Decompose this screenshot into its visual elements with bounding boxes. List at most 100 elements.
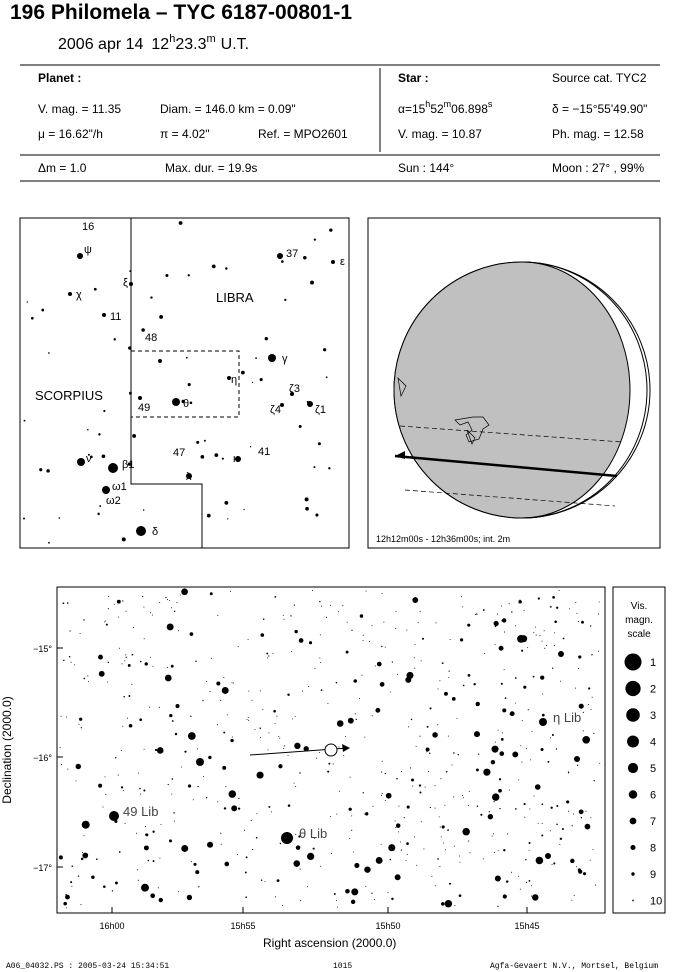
star — [398, 805, 400, 807]
star — [417, 622, 419, 624]
star — [200, 454, 205, 459]
star — [518, 600, 522, 604]
star — [420, 821, 422, 823]
star — [154, 748, 158, 752]
star — [462, 827, 470, 836]
star — [267, 657, 269, 659]
star — [313, 238, 316, 241]
star — [278, 735, 280, 737]
star — [453, 845, 455, 847]
star — [293, 604, 296, 606]
star — [539, 718, 547, 726]
star — [113, 338, 116, 341]
star — [349, 776, 351, 778]
star — [351, 888, 359, 896]
star — [152, 860, 155, 863]
star — [582, 730, 584, 732]
finder-label: 48 — [145, 332, 157, 344]
star — [556, 805, 559, 807]
star — [550, 806, 553, 809]
star — [475, 768, 479, 772]
star — [332, 763, 334, 765]
finder-labels: 16 ψ ξ χ 11 LIBRA 37 ε 48 γ η SCORPIUS 49 θ ζ3 ζ4 ζ1 47 κ 4… — [35, 221, 345, 538]
star — [350, 899, 356, 905]
star — [70, 881, 73, 884]
star — [128, 346, 132, 350]
star — [333, 893, 336, 895]
star — [90, 455, 93, 459]
star — [206, 680, 208, 683]
star — [345, 888, 350, 894]
star — [256, 771, 264, 779]
star — [345, 650, 349, 654]
star — [271, 811, 273, 813]
scale-frame — [612, 586, 666, 914]
star — [345, 735, 347, 737]
star — [298, 638, 304, 643]
chart-stars: η Lib 49 Lib θ Lib — [58, 588, 601, 909]
star — [131, 683, 133, 685]
star — [553, 645, 555, 647]
star — [590, 817, 592, 819]
star — [80, 857, 84, 861]
t: h — [169, 33, 175, 45]
star — [595, 884, 597, 886]
star — [306, 400, 309, 404]
star — [305, 506, 309, 511]
star — [556, 823, 558, 826]
star — [577, 620, 579, 622]
star — [190, 715, 192, 718]
star — [98, 654, 103, 660]
star — [118, 616, 120, 618]
star — [331, 260, 335, 264]
star — [409, 767, 411, 769]
t: Max. dur. = 19.9s — [165, 161, 257, 175]
scale-dot — [627, 762, 639, 774]
star — [164, 674, 172, 682]
star — [294, 715, 296, 717]
star — [96, 858, 98, 860]
star — [568, 810, 570, 812]
star — [227, 376, 231, 380]
star — [593, 732, 595, 734]
star — [449, 638, 451, 640]
star — [23, 419, 26, 422]
finder-label: χ — [76, 289, 82, 301]
star — [264, 337, 268, 341]
star — [173, 610, 176, 613]
t: Moon : 27° , 99% — [552, 161, 645, 175]
star — [152, 665, 154, 667]
star — [118, 851, 121, 853]
star — [58, 517, 61, 519]
star — [115, 881, 118, 885]
star — [144, 662, 148, 666]
star — [231, 736, 233, 738]
star — [246, 718, 248, 720]
star — [447, 829, 449, 831]
star — [237, 807, 241, 810]
star — [518, 779, 520, 781]
star — [320, 662, 322, 664]
star — [375, 857, 383, 864]
star — [527, 709, 529, 711]
star — [167, 783, 169, 786]
star — [107, 681, 109, 683]
star — [272, 652, 274, 654]
star — [294, 742, 301, 750]
star — [521, 720, 523, 722]
star — [520, 745, 522, 747]
star — [462, 684, 465, 687]
star — [291, 651, 293, 653]
star — [328, 467, 331, 470]
star — [118, 647, 120, 649]
star — [143, 638, 145, 640]
star — [128, 723, 133, 728]
star — [547, 760, 550, 763]
star — [277, 253, 283, 259]
star — [231, 682, 233, 684]
scale-dot — [627, 735, 639, 748]
star — [591, 696, 593, 698]
star — [549, 830, 551, 832]
star — [530, 895, 532, 897]
star — [93, 287, 97, 291]
